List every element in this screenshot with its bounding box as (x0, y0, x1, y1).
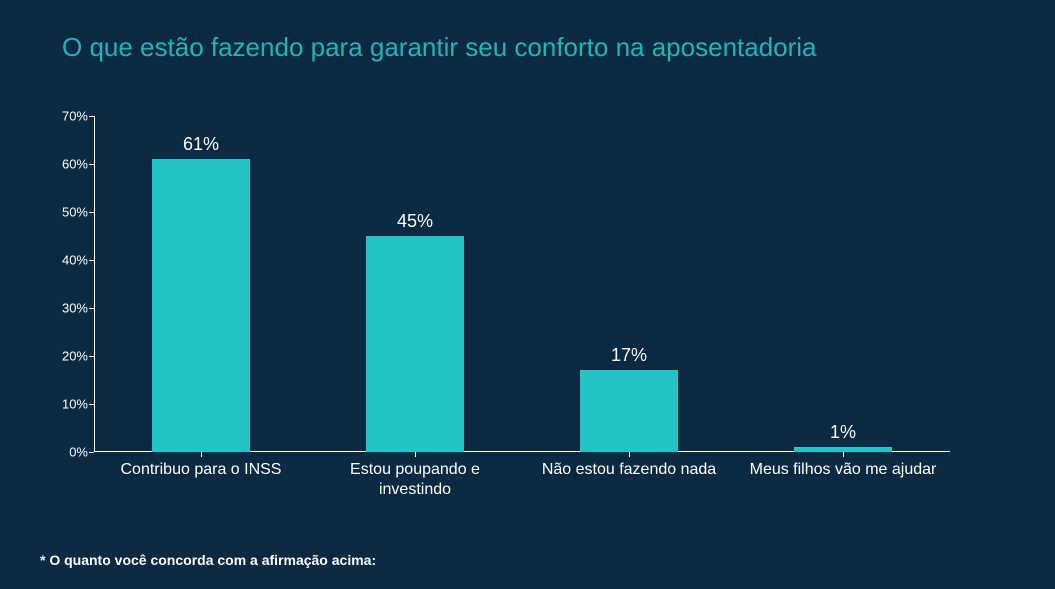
slide: O que estão fazendo para garantir seu co… (0, 0, 1055, 589)
y-tick-mark (89, 452, 94, 453)
x-axis-label: Contribuo para o INSS (94, 460, 308, 500)
x-axis-label: Meus filhos vão me ajudar (736, 460, 950, 500)
y-tick-mark (89, 356, 94, 357)
y-tick-label: 50% (62, 205, 88, 220)
bar-slot: 45% (308, 116, 522, 452)
bar-rect (152, 159, 250, 452)
y-tick-mark (89, 212, 94, 213)
x-tick-mark (629, 452, 630, 457)
y-tick-label: 10% (62, 397, 88, 412)
slide-title: O que estão fazendo para garantir seu co… (62, 32, 817, 63)
x-tick-mark (201, 452, 202, 457)
bar-rect (366, 236, 464, 452)
bar-slot: 1% (736, 116, 950, 452)
y-tick-mark (89, 308, 94, 309)
y-tick-mark (89, 116, 94, 117)
footnote-text: * O quanto você concorda com a afirmação… (40, 552, 376, 568)
plot-area: 61% 45% 17% 1% (94, 116, 950, 452)
bar-value-label: 45% (397, 211, 433, 232)
x-tick-mark (415, 452, 416, 457)
y-tick-label: 60% (62, 157, 88, 172)
bar-value-label: 1% (830, 422, 856, 443)
bars-container: 61% 45% 17% 1% (94, 116, 950, 452)
bar-slot: 61% (94, 116, 308, 452)
bar-rect (580, 370, 678, 452)
y-tick-label: 40% (62, 253, 88, 268)
bar-value-label: 17% (611, 345, 647, 366)
y-tick-mark (89, 404, 94, 405)
bar-slot: 17% (522, 116, 736, 452)
bar-value-label: 61% (183, 134, 219, 155)
bar-chart: 0%10%20%30%40%50%60%70% 61%45%17%1% Cont… (50, 116, 950, 452)
y-tick-mark (89, 164, 94, 165)
x-tick-mark (843, 452, 844, 457)
x-axis-label: Não estou fazendo nada (522, 460, 736, 500)
y-tick-label: 30% (62, 301, 88, 316)
x-axis-labels: Contribuo para o INSSEstou poupando e in… (94, 460, 950, 500)
x-axis-label: Estou poupando e investindo (308, 460, 522, 500)
y-tick-label: 0% (69, 445, 88, 460)
y-tick-mark (89, 260, 94, 261)
y-axis: 0%10%20%30%40%50%60%70% (50, 116, 94, 452)
y-tick-label: 70% (62, 109, 88, 124)
y-tick-label: 20% (62, 349, 88, 364)
